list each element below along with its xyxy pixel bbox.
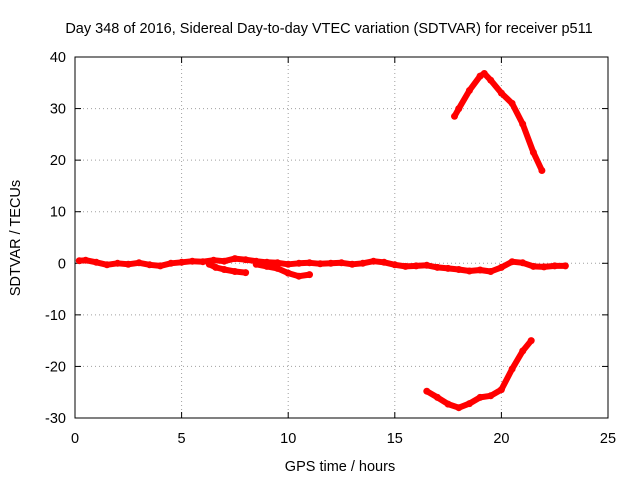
- data-point: [444, 400, 452, 408]
- data-point: [508, 365, 516, 373]
- data-point: [412, 262, 420, 270]
- data-point: [167, 259, 175, 267]
- x-tick-label: 15: [387, 431, 403, 447]
- data-point: [465, 87, 473, 94]
- data-point: [220, 266, 228, 273]
- series: [75, 70, 569, 412]
- data-point: [242, 269, 250, 277]
- data-point: [316, 260, 324, 268]
- data-point: [529, 262, 537, 270]
- x-tick-label: 5: [178, 431, 186, 447]
- y-tick-label: 30: [50, 102, 66, 118]
- data-point: [295, 259, 303, 267]
- data-point: [178, 258, 186, 266]
- data-point: [284, 260, 292, 268]
- data-point: [124, 260, 132, 268]
- y-tick-label: 10: [50, 205, 66, 221]
- data-point: [348, 260, 356, 268]
- data-point: [540, 263, 548, 271]
- data-point: [455, 404, 463, 412]
- data-point: [433, 393, 441, 401]
- axis-ticks: 0 5 10 15 20 25 -30 -20 -10 0 10 20 30 40: [45, 50, 616, 447]
- data-point: [306, 271, 313, 279]
- data-point: [497, 263, 505, 271]
- data-point: [274, 264, 281, 272]
- x-tick-label: 10: [280, 431, 296, 447]
- data-point: [476, 266, 484, 274]
- data-point: [527, 337, 535, 345]
- data-point: [444, 264, 452, 272]
- data-point: [497, 89, 505, 97]
- data-point: [242, 256, 250, 264]
- x-tick-label: 0: [71, 431, 79, 447]
- data-point: [508, 99, 516, 107]
- data-point: [465, 400, 473, 408]
- data-point: [284, 269, 292, 277]
- data-point: [561, 262, 569, 270]
- data-point: [476, 393, 484, 401]
- data-point: [433, 263, 441, 271]
- data-point: [487, 268, 495, 275]
- data-point: [455, 105, 463, 113]
- data-point: [199, 258, 207, 266]
- data-point: [508, 258, 516, 266]
- y-tick-label: -10: [45, 308, 66, 324]
- data-point: [519, 259, 527, 267]
- data-point: [205, 260, 213, 268]
- data-point: [487, 76, 495, 84]
- data-point: [327, 259, 335, 267]
- data-point: [231, 268, 239, 275]
- data-point: [423, 387, 431, 395]
- data-point: [75, 257, 83, 265]
- data-point: [82, 256, 90, 264]
- y-tick-label: -20: [45, 359, 66, 375]
- x-axis-label: GPS time / hours: [285, 459, 395, 475]
- y-tick-label: -30: [45, 411, 66, 427]
- plot-frame: [74, 56, 609, 419]
- data-point: [551, 262, 559, 270]
- data-point: [423, 261, 431, 269]
- data-point: [263, 262, 271, 270]
- data-point: [455, 266, 463, 273]
- data-point: [338, 259, 345, 267]
- data-point: [529, 148, 537, 156]
- data-point: [497, 386, 505, 394]
- data-point: [231, 255, 239, 263]
- y-tick-label: 40: [50, 50, 66, 66]
- data-point: [252, 260, 260, 268]
- data-point: [370, 257, 377, 265]
- x-tick-label: 25: [600, 431, 616, 447]
- data-point: [220, 257, 228, 265]
- x-tick-label: 20: [493, 431, 509, 447]
- y-axis-label: SDTVAR / TECUs: [8, 180, 24, 296]
- data-point: [274, 259, 281, 267]
- y-tick-label: 0: [58, 256, 66, 272]
- grid: [75, 57, 608, 418]
- data-point: [306, 259, 313, 267]
- data-point: [451, 112, 458, 120]
- data-point: [135, 259, 143, 267]
- data-point: [114, 259, 122, 267]
- data-point: [156, 262, 164, 270]
- data-point: [465, 267, 473, 275]
- data-point: [188, 257, 196, 265]
- data-point: [380, 258, 388, 266]
- data-point: [480, 70, 488, 77]
- data-point: [295, 272, 303, 280]
- data-point: [519, 120, 527, 128]
- chart-title: Day 348 of 2016, Sidereal Day-to-day VTE…: [65, 21, 592, 37]
- data-point: [391, 261, 399, 269]
- data-point: [146, 261, 154, 269]
- data-point: [103, 261, 111, 269]
- data-point: [487, 392, 495, 400]
- data-point: [92, 258, 100, 266]
- data-point: [402, 262, 409, 270]
- data-point: [212, 263, 220, 271]
- data-point: [538, 167, 546, 174]
- data-point: [359, 259, 367, 267]
- data-point: [519, 347, 527, 355]
- y-tick-label: 20: [50, 153, 66, 169]
